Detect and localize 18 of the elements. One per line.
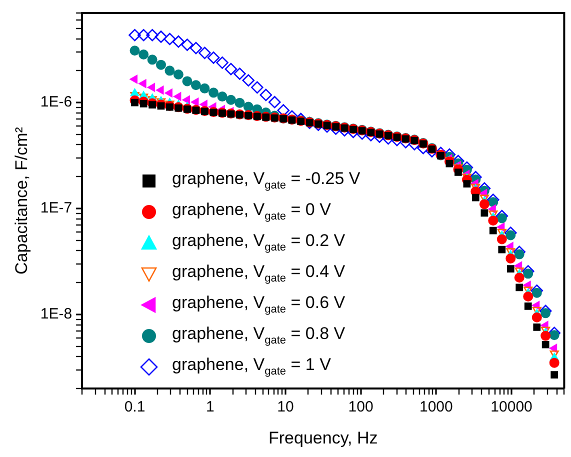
- x-tick-label: 10: [277, 398, 294, 416]
- legend-label: graphene, V$_{gate}$ = 0 V: [172, 200, 331, 223]
- x-tick-label: 10000: [490, 398, 532, 416]
- y-tick-label: 1E-7: [40, 200, 72, 217]
- y-axis-title: Capacitance, F/cm²: [12, 126, 31, 274]
- y-tick-label: 1E-8: [40, 306, 72, 323]
- legend-label: graphene, V$_{gate}$ = 0.6 V: [172, 293, 346, 316]
- legend-label: graphene, V$_{gate}$ = 0.2 V: [172, 231, 346, 254]
- y-tick-label: 1E-6: [40, 94, 72, 111]
- legend-label: graphene, V$_{gate}$ = 1 V: [172, 355, 331, 378]
- legend-label: graphene, V$_{gate}$ = -0.25 V: [172, 169, 360, 192]
- legend-label: graphene, V$_{gate}$ = 0.4 V: [172, 262, 346, 285]
- x-tick-label: 100: [348, 398, 374, 416]
- x-tick-label: 0.1: [124, 398, 146, 416]
- x-tick-label: 1000: [419, 398, 453, 416]
- legend-label: graphene, V$_{gate}$ = 0.8 V: [172, 324, 346, 347]
- x-tick-label: 1: [206, 398, 214, 416]
- x-axis-title: Frequency, Hz: [268, 428, 378, 448]
